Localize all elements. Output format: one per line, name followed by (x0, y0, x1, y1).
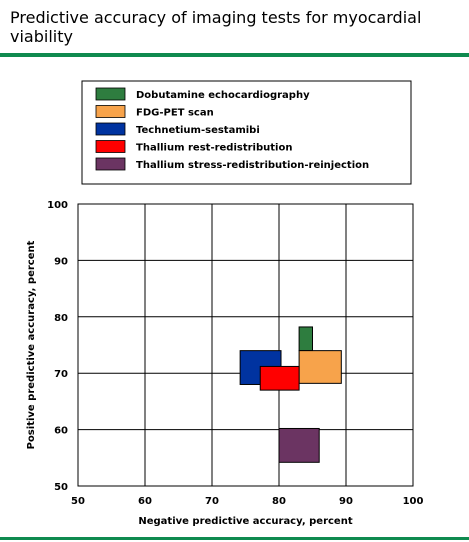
legend-swatch (95, 105, 126, 118)
legend-label: FDG-PET scan (136, 108, 214, 119)
chart-title: Predictive accuracy of imaging tests for… (10, 8, 422, 46)
y-tick-label: 60 (54, 426, 68, 437)
top-rule (0, 53, 469, 57)
x-tick-label: 70 (205, 496, 219, 507)
y-tick-label: 70 (54, 369, 68, 380)
plot-grid (77, 203, 414, 487)
y-tick-label: 80 (54, 313, 68, 324)
legend: Dobutamine echocardiography FDG-PET scan T… (81, 80, 412, 185)
x-tick-label: 60 (138, 496, 152, 507)
legend-label: Dobutamine echocardiography (136, 90, 310, 101)
range-box (298, 326, 314, 352)
bottom-rule (0, 537, 469, 540)
legend-swatch (95, 140, 126, 153)
legend-label: Thallium rest-redistribution (136, 143, 292, 154)
legend-swatch (95, 157, 126, 171)
x-axis-label: Negative predictive accuracy, percent (138, 516, 352, 527)
range-box (278, 427, 320, 463)
x-tick-label: 80 (272, 496, 286, 507)
x-tick-label: 90 (339, 496, 353, 507)
y-tick-label: 90 (54, 256, 68, 267)
x-tick-label: 100 (403, 496, 424, 507)
legend-label: Technetium-sestamibi (136, 125, 260, 136)
legend-swatch (95, 87, 126, 101)
y-tick-label: 100 (47, 200, 68, 211)
range-box (259, 365, 300, 391)
data-boxes (239, 326, 342, 463)
x-tick-label: 50 (71, 496, 85, 507)
tick-labels: 50 60 70 80 90 100 50 60 70 80 90 100 (47, 200, 423, 507)
range-box (298, 350, 342, 384)
plot-frame (77, 203, 414, 487)
y-tick-label: 50 (54, 482, 68, 493)
y-axis-label: Positive predictive accuracy, percent (26, 240, 37, 449)
legend-label: Thallium stress-redistribution-reinjecti… (136, 160, 369, 171)
legend-box (81, 80, 412, 185)
legend-swatch (95, 122, 126, 136)
